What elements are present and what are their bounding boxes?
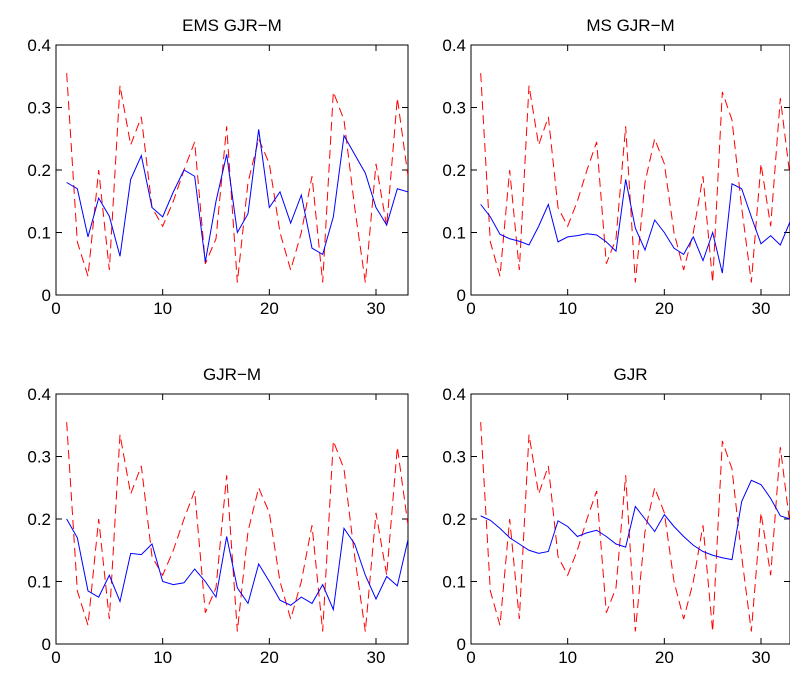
x-tick-label: 30 (367, 648, 386, 667)
subplot-ems-gjr-m: EMS GJR−M 0 10 20 30 0 0.1 0.2 0.3 0.4 (27, 16, 409, 318)
y-tick-label: 0 (42, 635, 51, 654)
series-line-dashed (66, 422, 408, 632)
x-tick-label: 10 (558, 299, 577, 318)
chart-title: GJR−M (203, 365, 261, 384)
chart-title: EMS GJR−M (182, 16, 282, 35)
subplot-gjr: GJR 0 10 20 30 0 0.1 0.2 0.3 0.4 (442, 365, 790, 667)
series-line-solid (480, 179, 790, 274)
y-tick-label: 0.3 (27, 99, 51, 118)
y-tick-label: 0.1 (27, 224, 51, 243)
series-line-dashed (480, 73, 790, 283)
x-tick-label: 0 (466, 648, 475, 667)
y-tick-label: 0.2 (27, 510, 51, 529)
y-tick-label: 0 (457, 286, 466, 305)
axes-frame (55, 393, 409, 645)
x-tick-label: 30 (367, 299, 386, 318)
x-tick-label: 20 (260, 299, 279, 318)
chart-title: MS GJR−M (586, 16, 674, 35)
y-tick-label: 0.3 (27, 448, 51, 467)
y-tick-label: 0 (457, 635, 466, 654)
x-tick-label: 10 (558, 648, 577, 667)
y-tick-label: 0.4 (442, 385, 466, 404)
series-line-solid (480, 479, 790, 561)
y-tick-label: 0.4 (27, 36, 51, 55)
x-tick-label: 0 (51, 299, 60, 318)
x-tick-label: 0 (466, 299, 475, 318)
y-tick-label: 0.1 (27, 573, 51, 592)
series-line-dashed (66, 73, 408, 283)
axes-frame (470, 393, 790, 645)
y-tick-label: 0.1 (442, 224, 466, 243)
series-line-solid (66, 518, 408, 612)
x-tick-label: 20 (655, 648, 674, 667)
x-tick-label: 10 (153, 648, 172, 667)
x-tick-label: 30 (752, 648, 771, 667)
y-tick-label: 0 (42, 286, 51, 305)
x-tick-label: 10 (153, 299, 172, 318)
subplot-ms-gjr-m: MS GJR−M 0 10 20 30 0 0.1 0.2 0.3 0.4 (442, 16, 790, 318)
axes-frame (470, 44, 790, 296)
subplot-gjr-m: GJR−M 0 10 20 30 0 0.1 0.2 0.3 0.4 (27, 365, 409, 667)
x-tick-label: 0 (51, 648, 60, 667)
x-tick-label: 20 (655, 299, 674, 318)
y-tick-label: 0.4 (442, 36, 466, 55)
chart-title: GJR (614, 365, 648, 384)
y-tick-label: 0.4 (27, 385, 51, 404)
y-tick-label: 0.3 (442, 99, 466, 118)
axes-frame (55, 44, 409, 296)
y-tick-label: 0.2 (442, 510, 466, 529)
series-line-dashed (480, 422, 790, 632)
y-tick-label: 0.2 (442, 161, 466, 180)
y-tick-label: 0.3 (442, 448, 466, 467)
series-line-solid (66, 129, 408, 262)
x-tick-label: 20 (260, 648, 279, 667)
y-tick-label: 0.2 (27, 161, 51, 180)
y-tick-label: 0.1 (442, 573, 466, 592)
x-tick-label: 30 (752, 299, 771, 318)
